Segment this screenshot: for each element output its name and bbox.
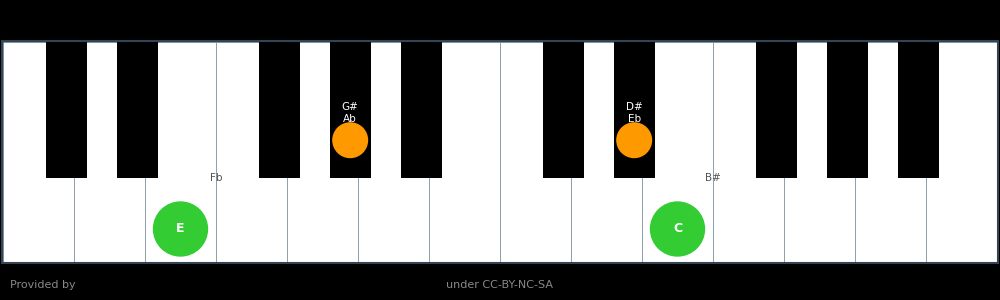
Circle shape (154, 202, 207, 256)
Bar (543, 42, 584, 178)
Circle shape (617, 123, 651, 158)
Bar (401, 42, 442, 178)
Bar (756, 42, 797, 178)
Text: Ab: Ab (343, 114, 357, 124)
Circle shape (651, 202, 704, 256)
Bar (117, 42, 158, 178)
Text: Fb: Fb (210, 173, 222, 183)
Bar (46, 42, 87, 178)
Bar (330, 42, 371, 178)
Bar (3, 42, 74, 262)
Text: G#: G# (342, 102, 359, 112)
Text: Eb: Eb (628, 114, 641, 124)
Bar (855, 42, 926, 262)
Bar (571, 42, 642, 262)
Bar (287, 42, 358, 262)
Text: under CC-BY-NC-SA: under CC-BY-NC-SA (446, 280, 554, 290)
Bar (827, 42, 868, 178)
Bar (898, 42, 939, 178)
Bar (145, 42, 216, 262)
Bar (259, 42, 300, 178)
Text: C: C (673, 223, 682, 236)
Bar (74, 42, 145, 262)
Bar (216, 42, 287, 262)
Bar (642, 42, 713, 262)
Text: B#: B# (705, 173, 721, 183)
Bar (926, 42, 997, 262)
Text: Provided by: Provided by (10, 280, 76, 290)
Bar (2, 41, 998, 263)
Circle shape (333, 123, 367, 158)
Bar (330, 42, 371, 178)
Bar (358, 42, 429, 262)
Text: E: E (176, 223, 185, 236)
Bar (500, 42, 571, 262)
Bar (713, 42, 784, 262)
Bar (614, 42, 655, 178)
Bar (429, 42, 500, 262)
Text: D#: D# (626, 102, 643, 112)
Bar (784, 42, 855, 262)
Bar (614, 42, 655, 178)
